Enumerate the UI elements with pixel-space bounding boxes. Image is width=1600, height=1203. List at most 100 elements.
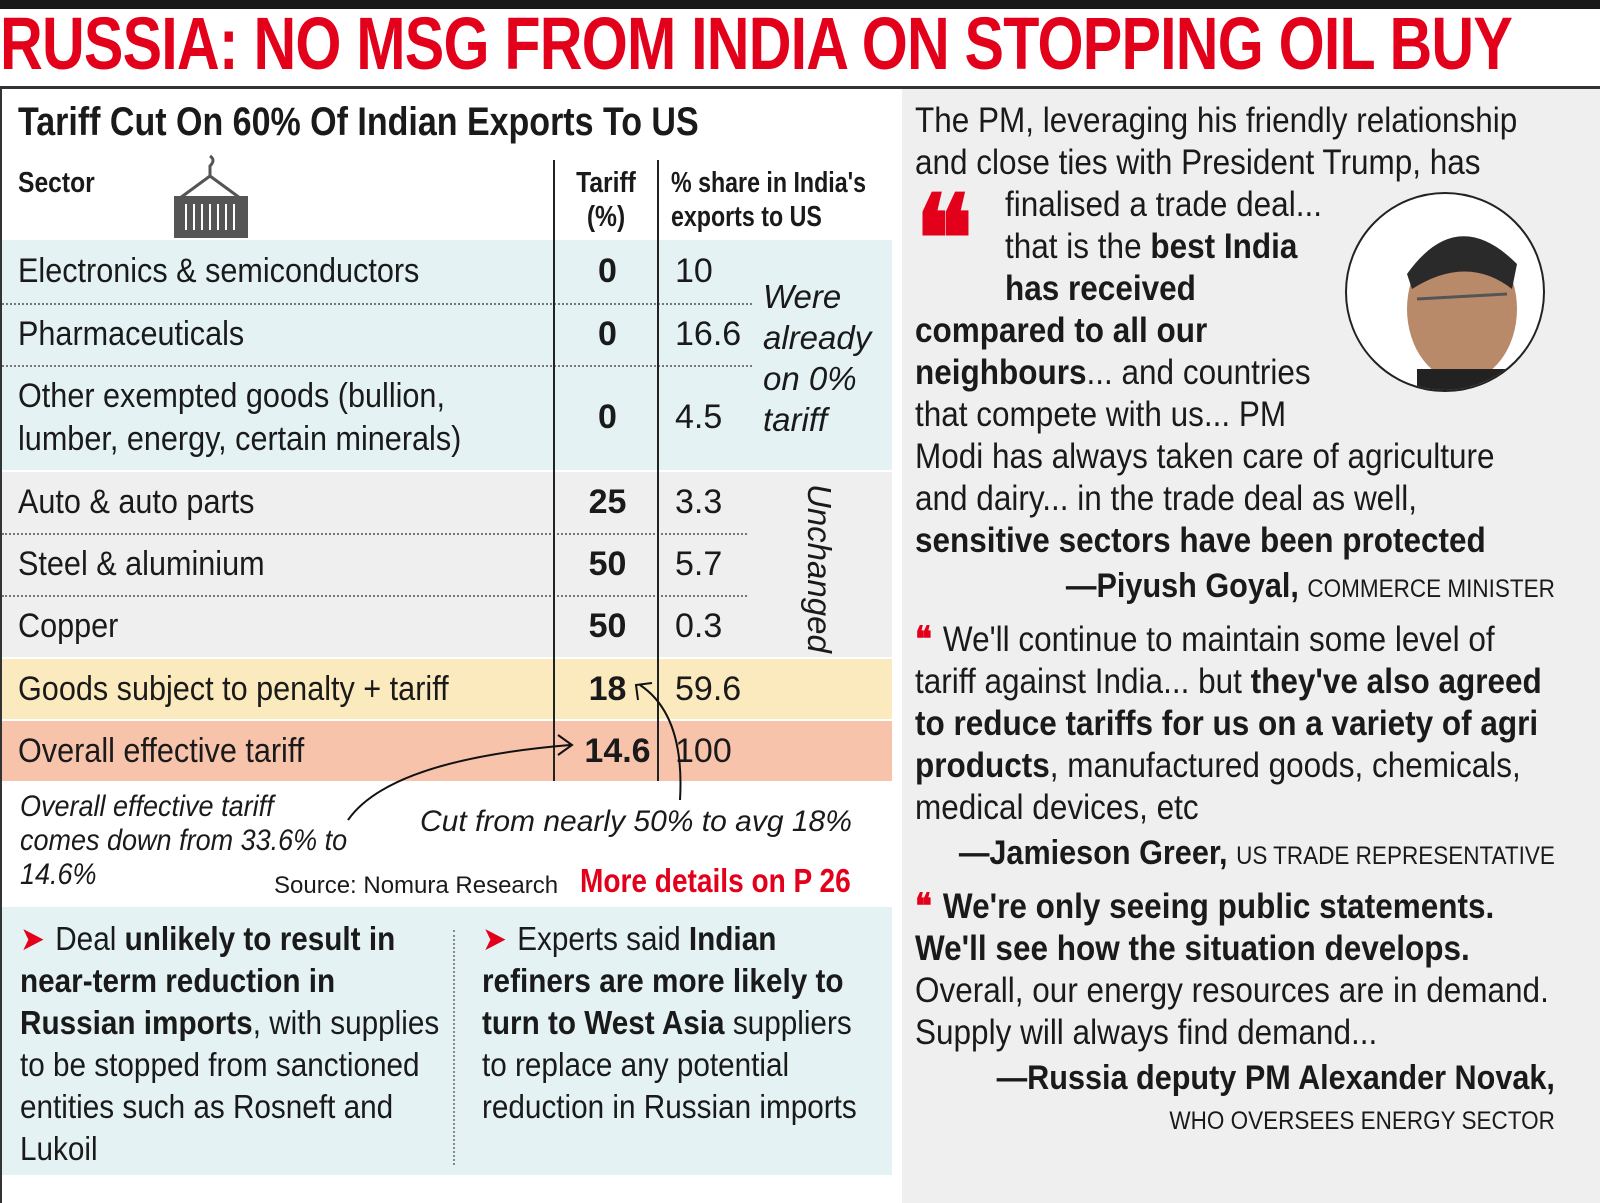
overall-annotation: Overall effective tariff comes down from… [20, 790, 348, 891]
quote-mark-icon: ❝ [915, 169, 974, 310]
tariff-cell: 50 [588, 544, 627, 583]
unchanged-group-bg [2, 472, 892, 657]
tariff-cell: 18 [588, 669, 627, 708]
quotes-column: ❝ The PM, leveraging his friendly relati… [915, 100, 1555, 1141]
exempt-group-bg [2, 240, 892, 470]
quote-text: , manufactured goods, chemicals, medical… [915, 746, 1521, 827]
header-sector: Sector [18, 166, 108, 200]
bullet-text: suppliers to replace any potential reduc… [482, 1004, 857, 1125]
unchanged-note: Unchanged [801, 484, 838, 653]
tariff-cell: 50 [588, 606, 627, 645]
sector-text: Other exempted goods (bullion, lumber, e… [18, 376, 462, 458]
header-tariff: Tariff (%) [556, 166, 656, 234]
bullets-divider [453, 930, 455, 1165]
speaker-role: US TRADE REPRESENTATIVE [1236, 842, 1555, 870]
sector-cell: Overall effective tariff [18, 721, 548, 781]
tariff-cell: 14.6 [584, 731, 651, 770]
sector-text: Auto & auto parts [18, 483, 255, 521]
share-cell: 3.3 [675, 483, 723, 521]
more-details-link[interactable]: More details on P 26 [580, 862, 899, 900]
quote-goyal: ❝ The PM, leveraging his friendly relati… [915, 100, 1555, 562]
quote-bold: they've also agreed to reduce tariffs fo… [915, 662, 1542, 785]
quote-text: Overall, our energy resources are in dem… [915, 971, 1549, 1052]
sector-cell: Other exempted goods (bullion, lumber, e… [18, 365, 548, 470]
sector-text: Overall effective tariff [18, 731, 305, 770]
sector-cell: Steel & aluminium [18, 533, 548, 595]
tariff-cell: 0 [598, 314, 617, 353]
quote-bold: We're only seeing public statements. We'… [915, 887, 1495, 968]
sector-text: Pharmaceuticals [18, 314, 245, 353]
penalty-row-bg [2, 659, 892, 719]
sector-cell: Copper [18, 595, 548, 657]
bullets-panel [2, 907, 892, 1175]
table-row: Goods subject to penalty + tariff 18 59.6 [2, 659, 892, 719]
quote-text: ... and countries that compete with us..… [915, 353, 1495, 518]
header-tariff-text: Tariff (%) [576, 167, 636, 233]
bullet-1: ➤ Deal unlikely to result in near-term r… [20, 918, 440, 1170]
attribution-greer: —Jamieson Greer, US TRADE REPRESENTATIVE [915, 833, 1555, 876]
top-rule [0, 0, 1600, 9]
table-title-text: Tariff Cut On 60% Of Indian Exports To U… [18, 100, 699, 144]
sector-text: Steel & aluminium [18, 544, 265, 583]
table-row: Electronics & semiconductors 0 10 [2, 240, 892, 303]
bullet-text: Experts said [517, 920, 689, 957]
quote-greer: ❝ We'll continue to maintain some level … [915, 619, 1555, 829]
attribution-goyal: —Piyush Goyal, COMMERCE MINISTER [915, 566, 1555, 609]
bullet-text: Deal [55, 920, 125, 957]
headline: RUSSIA: NO MSG FROM INDIA ON STOPPING OI… [0, 6, 1600, 82]
sector-cell: Auto & auto parts [18, 472, 548, 533]
quote-mark-icon: ❝ [915, 619, 943, 660]
row-divider [2, 365, 752, 367]
overall-row-bg [2, 721, 892, 781]
table-row: Copper 50 0.3 [2, 595, 892, 657]
tariff-cell: 0 [598, 398, 617, 436]
share-cell: 100 [675, 731, 732, 770]
sector-cell: Goods subject to penalty + tariff [18, 659, 548, 719]
cut-annotation: Cut from nearly 50% to avg 18% [420, 805, 852, 838]
exempt-note: Were already on 0% tariff [763, 278, 872, 438]
attribution-novak: —Russia deputy PM Alexander Novak, WHO OV… [915, 1058, 1555, 1141]
table-row: Steel & aluminium 50 5.7 [2, 533, 892, 595]
more-details-text[interactable]: More details on P 26 [580, 862, 851, 899]
row-divider [2, 595, 747, 597]
table-title: Tariff Cut On 60% Of Indian Exports To U… [18, 100, 819, 145]
quote-novak: ❝ We're only seeing public statements. W… [915, 886, 1555, 1054]
sector-text: Electronics & semiconductors [18, 252, 420, 290]
share-cell: 0.3 [675, 606, 723, 645]
frame [0, 86, 1600, 1203]
bullet-2: ➤ Experts said Indian refiners are more … [482, 918, 883, 1128]
share-cell: 10 [675, 252, 713, 290]
bullet-bold: unlikely to result in near-term reductio… [20, 920, 396, 1041]
sector-text: Goods subject to penalty + tariff [18, 669, 449, 708]
table-row: Other exempted goods (bullion, lumber, e… [2, 365, 892, 470]
sector-cell: Electronics & semiconductors [18, 240, 548, 303]
sector-text: Copper [18, 606, 119, 645]
speaker-role: WHO OVERSEES ENERGY SECTOR [1169, 1107, 1555, 1135]
quote-bold: sensitive sectors have been protected [915, 521, 1486, 560]
column-divider [553, 160, 555, 781]
bullet-bold: Indian refiners are more likely to turn … [482, 920, 844, 1041]
header-share: % share in India's exports to US [671, 166, 901, 234]
speaker-role: COMMERCE MINISTER [1307, 575, 1555, 603]
portrait-icon [1407, 236, 1543, 390]
tariff-cell: 25 [588, 483, 627, 521]
share-cell: 16.6 [675, 314, 742, 353]
bullet-text: , with supplies to be stopped from sanct… [20, 1004, 440, 1167]
row-divider [2, 533, 747, 535]
quote-text: We'll continue to maintain some level of… [915, 620, 1495, 701]
portrait-spacer [1339, 190, 1555, 402]
annotation-arrows [347, 682, 682, 821]
quote-bold: best India has received compared to all … [915, 227, 1298, 392]
table-row: Auto & auto parts 25 3.3 [2, 472, 892, 533]
speaker-name: —Piyush Goyal, [1065, 567, 1299, 605]
source-note: Source: Nomura Research [274, 872, 559, 899]
row-divider [2, 303, 752, 305]
sector-cell: Pharmaceuticals [18, 303, 548, 365]
tariff-table-panel [0, 89, 900, 1203]
arrow-icon: ➤ [20, 919, 56, 958]
share-cell: 4.5 [675, 398, 723, 436]
column-divider [657, 160, 659, 781]
share-cell: 59.6 [675, 669, 742, 708]
cargo-container-icon [174, 154, 248, 238]
headline-text: RUSSIA: NO MSG FROM INDIA ON STOPPING OI… [0, 6, 1513, 82]
